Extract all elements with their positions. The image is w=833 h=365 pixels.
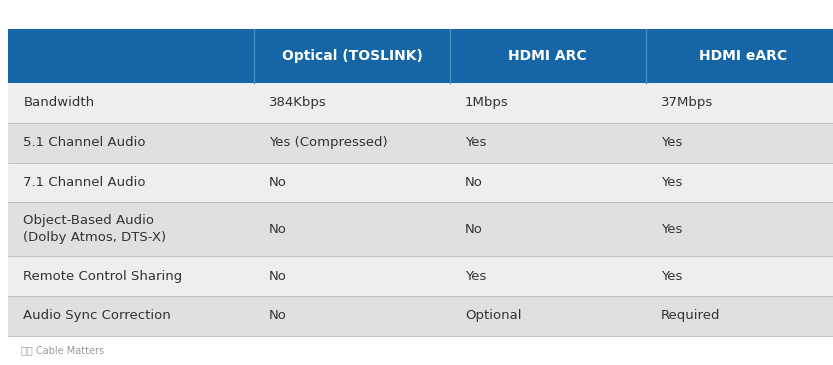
Text: No: No xyxy=(269,269,287,283)
Text: No: No xyxy=(269,310,287,322)
Text: 1Mbps: 1Mbps xyxy=(465,96,509,109)
Text: ⓂⓂ Cable Matters: ⓂⓂ Cable Matters xyxy=(21,345,104,355)
Bar xyxy=(8,83,833,123)
Text: HDMI eARC: HDMI eARC xyxy=(700,49,787,63)
Text: Yes: Yes xyxy=(661,176,682,189)
Text: Audio Sync Correction: Audio Sync Correction xyxy=(23,310,171,322)
Text: 7.1 Channel Audio: 7.1 Channel Audio xyxy=(23,176,146,189)
Text: Optical (TOSLINK): Optical (TOSLINK) xyxy=(282,49,422,63)
Bar xyxy=(8,256,833,296)
Text: Required: Required xyxy=(661,310,720,322)
Text: Yes: Yes xyxy=(661,269,682,283)
Text: No: No xyxy=(465,223,482,236)
Text: 37Mbps: 37Mbps xyxy=(661,96,713,109)
Text: Yes: Yes xyxy=(661,136,682,149)
Text: 384Kbps: 384Kbps xyxy=(269,96,327,109)
Text: Optional: Optional xyxy=(465,310,521,322)
Bar xyxy=(8,123,833,162)
Text: 5.1 Channel Audio: 5.1 Channel Audio xyxy=(23,136,146,149)
Text: Yes: Yes xyxy=(465,136,486,149)
Bar xyxy=(8,203,833,256)
Text: Remote Control Sharing: Remote Control Sharing xyxy=(23,269,182,283)
Text: Object-Based Audio
(Dolby Atmos, DTS-X): Object-Based Audio (Dolby Atmos, DTS-X) xyxy=(23,214,167,244)
Bar xyxy=(8,162,833,203)
Text: Yes (Compressed): Yes (Compressed) xyxy=(269,136,387,149)
Text: Bandwidth: Bandwidth xyxy=(23,96,94,109)
Text: No: No xyxy=(269,176,287,189)
Text: Yes: Yes xyxy=(661,223,682,236)
Bar xyxy=(8,29,833,83)
Text: No: No xyxy=(465,176,482,189)
Text: Yes: Yes xyxy=(465,269,486,283)
Bar xyxy=(8,296,833,336)
Text: No: No xyxy=(269,223,287,236)
Text: HDMI ARC: HDMI ARC xyxy=(508,49,587,63)
